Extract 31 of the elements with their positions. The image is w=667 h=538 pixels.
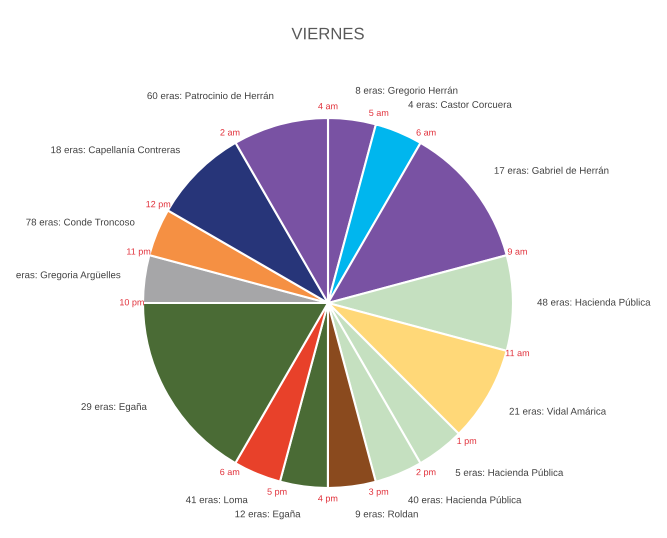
slice-label: 5 eras: Hacienda Pública [456, 468, 564, 476]
text: 6 am [416, 129, 436, 136]
slice-label: 12 eras: Egaña [235, 510, 301, 520]
slice-label: 29 eras: Egaña [81, 402, 147, 412]
text: 2 am [220, 129, 240, 136]
text: 12 pm [146, 200, 170, 210]
chart-title: VIERNES [291, 28, 364, 40]
slice-label: 78 eras: Conde Troncoso [26, 218, 134, 226]
slice-label: 60 eras: Patrocinio de Herrán [147, 92, 274, 100]
slice-label: 17 eras: Gabriel de Herrán [494, 166, 608, 174]
slice-label: 48 eras: Hacienda Pública [537, 298, 651, 306]
text: 5 pm [267, 488, 287, 497]
slice-label: 4 eras: Castor Corcuera [408, 101, 512, 108]
text: 4 pm [318, 495, 338, 504]
slice-label: 8 eras: Gregorio Herrán [356, 86, 458, 96]
text: 3 pm [368, 488, 388, 497]
slice-label: 18 eras: Capellanía Contreras [51, 146, 180, 156]
slice-label: 40 eras: Hacienda Pública [408, 496, 522, 504]
slice-label: 9 eras: Roldan [356, 510, 418, 518]
text: 1 pm [457, 438, 476, 446]
text: 11 am [506, 350, 530, 356]
text: 2 pm [416, 468, 436, 478]
slice-label: eras: Gregoria Argüelles [16, 271, 120, 280]
slice-label: 41 eras: Loma [186, 496, 248, 504]
text: 11 pm [127, 248, 150, 256]
slice-label: 21 eras: Vidal Amárica [510, 407, 606, 415]
text: 10 pm [120, 299, 144, 308]
text: 4 am [318, 103, 338, 110]
text: 5 am [369, 110, 388, 116]
text: 6 am [220, 468, 240, 476]
text: 9 am [508, 248, 527, 255]
